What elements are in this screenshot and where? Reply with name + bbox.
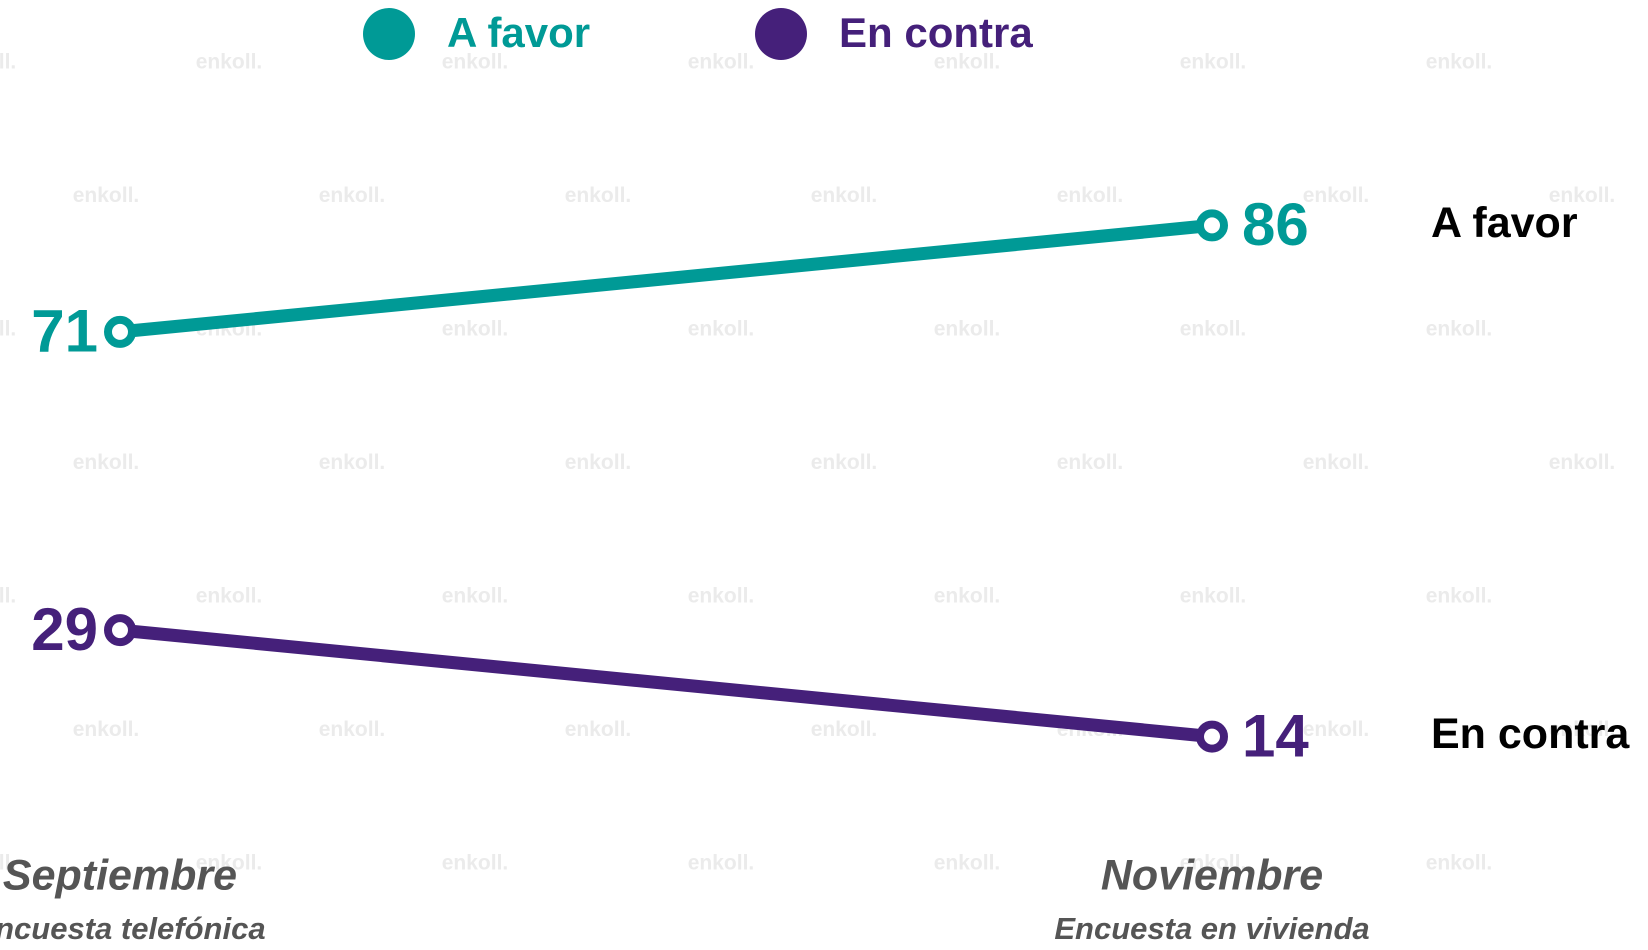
watermark: enkoll. <box>1303 184 1370 207</box>
watermark: enkoll. <box>1549 718 1616 741</box>
watermark: enkoll. <box>0 852 16 875</box>
watermark: enkoll. <box>73 718 140 741</box>
watermark: enkoll. <box>1057 451 1124 474</box>
watermark: enkoll. <box>1549 451 1616 474</box>
legend-label: En contra <box>839 9 1033 56</box>
watermark: enkoll. <box>1180 585 1247 608</box>
watermark: enkoll. <box>1549 184 1616 207</box>
watermark: enkoll. <box>196 852 263 875</box>
watermark: enkoll. <box>934 51 1001 74</box>
data-label: 29 <box>31 596 98 663</box>
legend-swatch <box>755 8 807 60</box>
watermark: enkoll. <box>1057 184 1124 207</box>
watermark: enkoll. <box>319 184 386 207</box>
watermark: enkoll. <box>196 585 263 608</box>
series-label: A favor <box>1431 199 1578 247</box>
watermark: enkoll. <box>1180 51 1247 74</box>
watermark: enkoll. <box>319 718 386 741</box>
watermark: enkoll. <box>565 184 632 207</box>
watermark: enkoll. <box>811 718 878 741</box>
data-label: 86 <box>1242 191 1309 258</box>
watermark: enkoll. <box>688 852 755 875</box>
watermark: enkoll. <box>442 51 509 74</box>
watermark: enkoll. <box>565 718 632 741</box>
point <box>104 315 136 348</box>
watermark: enkoll. <box>1180 318 1247 341</box>
watermark: enkoll. <box>1426 585 1493 608</box>
watermark: enkoll. <box>1303 451 1370 474</box>
watermark: enkoll. <box>442 852 509 875</box>
x-tick-label: Septiembre <box>3 851 237 899</box>
legend-swatch <box>363 8 415 60</box>
watermark: enkoll. <box>73 451 140 474</box>
watermark: enkoll. <box>1426 51 1493 74</box>
line <box>119 623 1213 744</box>
data-label: 71 <box>31 298 98 365</box>
watermark: enkoll. <box>688 318 755 341</box>
point <box>104 614 136 647</box>
watermark: enkoll. <box>0 585 16 608</box>
watermark: enkoll. <box>934 585 1001 608</box>
watermark: enkoll. <box>934 852 1001 875</box>
series-label: En contra <box>1431 710 1630 758</box>
watermark: enkoll. <box>1426 852 1493 875</box>
watermark: enkoll. <box>811 184 878 207</box>
watermark: enkoll. <box>1303 718 1370 741</box>
x-tick-note: Encuesta telefónica <box>0 911 266 946</box>
line <box>119 218 1213 339</box>
watermark: enkoll. <box>1180 852 1247 875</box>
watermark: enkoll. <box>934 318 1001 341</box>
watermark: enkoll. <box>688 585 755 608</box>
watermark: enkoll. <box>0 318 16 341</box>
watermark: enkoll. <box>196 51 263 74</box>
data-label: 14 <box>1242 702 1309 769</box>
watermark: enkoll. <box>1426 318 1493 341</box>
x-tick-note: Encuesta en vivienda <box>1054 911 1369 946</box>
point <box>1196 209 1228 242</box>
watermark: enkoll. <box>319 451 386 474</box>
watermark: enkoll. <box>442 585 509 608</box>
watermark: enkoll. <box>0 51 16 74</box>
legend-label: A favor <box>447 9 590 56</box>
watermark: enkoll. <box>811 451 878 474</box>
watermark: enkoll. <box>73 184 140 207</box>
point <box>1196 720 1228 753</box>
watermark: enkoll. <box>565 451 632 474</box>
watermark: enkoll. <box>442 318 509 341</box>
watermark: enkoll. <box>688 51 755 74</box>
x-tick-label: Noviembre <box>1101 851 1323 899</box>
